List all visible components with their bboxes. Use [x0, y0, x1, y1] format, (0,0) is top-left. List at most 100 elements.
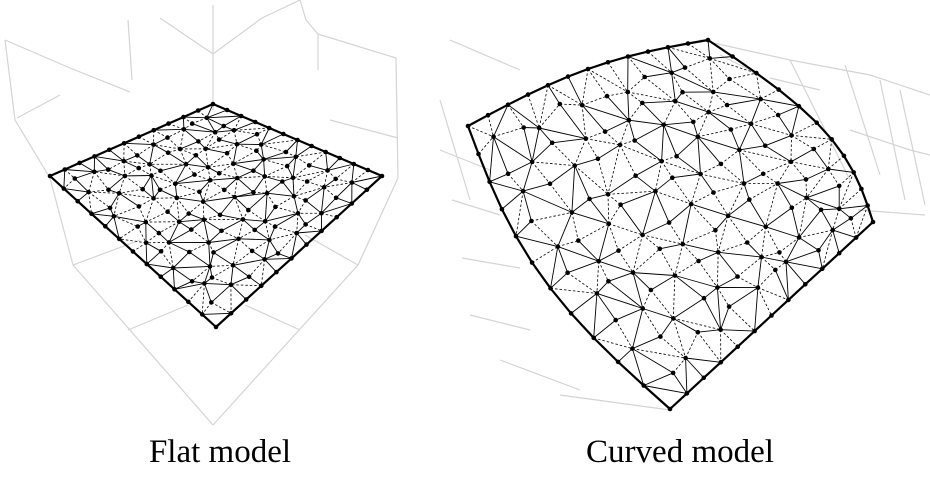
- mesh-edge: [587, 68, 628, 93]
- mesh-node: [47, 173, 53, 179]
- mesh-edge: [765, 134, 792, 147]
- mesh-edge: [173, 265, 211, 269]
- mesh-edge: [635, 175, 656, 192]
- mesh-node: [231, 128, 237, 133]
- mesh-node: [209, 275, 215, 280]
- grid-line: [461, 257, 521, 269]
- mesh-edge: [507, 161, 533, 175]
- mesh-edge: [138, 197, 154, 207]
- mesh-node: [212, 129, 218, 135]
- mesh-edge: [559, 103, 583, 106]
- mesh-edge: [777, 114, 792, 136]
- mesh-node: [262, 174, 268, 179]
- mesh-node: [230, 263, 236, 268]
- mesh-edge: [642, 234, 683, 245]
- mesh-edge: [179, 148, 187, 165]
- mesh-edge: [145, 211, 168, 223]
- mesh-node: [688, 201, 694, 207]
- mesh-edge: [204, 282, 231, 286]
- mesh-node: [253, 119, 258, 125]
- mesh-edge: [206, 117, 224, 127]
- mesh-edge: [574, 165, 590, 200]
- grid-line: [449, 39, 521, 71]
- mesh-edge: [608, 272, 634, 282]
- mesh-node: [197, 189, 202, 195]
- mesh-edge: [718, 251, 762, 258]
- mesh-edge: [672, 173, 701, 179]
- mesh-edge: [805, 179, 807, 198]
- mesh-edge: [174, 183, 178, 198]
- mesh-edge: [266, 181, 283, 194]
- mesh-node: [549, 140, 555, 146]
- mesh-node: [196, 139, 201, 144]
- mesh-node: [105, 167, 111, 172]
- mesh-edge: [761, 252, 780, 258]
- mesh-edge: [74, 178, 89, 193]
- mesh-edge: [730, 123, 752, 130]
- mesh-node: [585, 66, 591, 72]
- mesh-edge: [209, 179, 225, 191]
- grid-line: [439, 99, 471, 201]
- mesh-node: [333, 195, 339, 201]
- mesh-edge: [654, 191, 670, 223]
- mesh-edge: [693, 111, 709, 123]
- mesh-edge: [674, 244, 684, 276]
- mesh-edge: [221, 230, 239, 240]
- mesh-node: [525, 92, 531, 97]
- mesh-edge: [236, 143, 257, 152]
- mesh-node: [718, 327, 723, 333]
- mesh-edge: [188, 213, 205, 221]
- mesh-edge: [620, 190, 656, 206]
- mesh-edge: [160, 267, 174, 278]
- mesh-edges: [467, 39, 868, 394]
- mesh-node: [107, 205, 113, 211]
- mesh-edge: [720, 306, 730, 330]
- mesh-node: [665, 45, 671, 50]
- mesh-node: [72, 176, 78, 181]
- mesh-edge: [671, 72, 683, 93]
- mesh-edge: [728, 287, 759, 307]
- mesh-edge: [729, 78, 761, 100]
- mesh-edge: [205, 131, 216, 150]
- mesh-edge: [321, 203, 352, 214]
- mesh-node: [744, 240, 750, 245]
- mesh-node: [520, 188, 526, 194]
- mesh-edge: [124, 175, 143, 190]
- mesh-node: [333, 176, 339, 182]
- mesh-node: [143, 240, 149, 246]
- mesh-edge: [323, 186, 337, 199]
- mesh-edge: [587, 68, 608, 97]
- mesh-edge: [194, 174, 211, 181]
- mesh-node: [254, 148, 259, 154]
- mesh-edge: [813, 138, 832, 150]
- mesh-node: [701, 295, 707, 301]
- mesh-edge: [627, 91, 643, 104]
- mesh-edge: [153, 198, 168, 212]
- mesh-edge: [149, 152, 169, 165]
- mesh-edge: [720, 163, 745, 184]
- mesh-edge: [238, 229, 255, 240]
- mesh-edge: [596, 292, 643, 309]
- mesh-edge: [764, 145, 792, 163]
- mesh-edge: [643, 385, 687, 394]
- mesh-node: [195, 108, 201, 113]
- mesh-edge: [607, 62, 629, 93]
- mesh-edge: [720, 149, 740, 165]
- mesh-edge: [221, 219, 244, 232]
- mesh-node: [568, 311, 574, 316]
- mesh-edge: [118, 175, 126, 194]
- mesh-edge: [113, 206, 140, 217]
- mesh-edge: [137, 226, 147, 243]
- mesh-node: [615, 359, 621, 365]
- mesh-edge: [522, 190, 573, 213]
- mesh-edge: [642, 308, 661, 337]
- mesh-edge: [138, 206, 147, 223]
- mesh-node: [680, 89, 685, 95]
- mesh-edge: [108, 169, 126, 177]
- mesh-edge: [194, 166, 209, 175]
- mesh-edge: [712, 91, 728, 106]
- mesh-edge: [254, 229, 270, 241]
- grid-line: [127, 304, 189, 331]
- mesh-edge: [113, 215, 146, 223]
- mesh-edge: [296, 213, 299, 234]
